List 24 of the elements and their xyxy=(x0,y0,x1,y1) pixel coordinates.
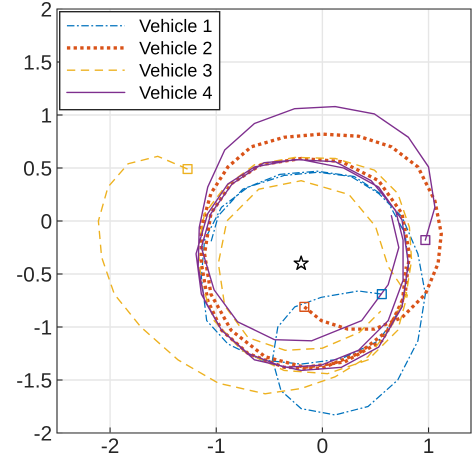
legend-label: Vehicle 1 xyxy=(139,18,212,32)
point xyxy=(299,302,310,312)
y-tick-label: -0.5 xyxy=(17,267,52,282)
legend-label: Vehicle 4 xyxy=(139,86,212,99)
point xyxy=(182,164,193,174)
y-tick-label: 1.5 xyxy=(24,55,52,70)
y-tick-label: -2 xyxy=(34,426,52,441)
point xyxy=(420,234,430,246)
x-tick-label: -1 xyxy=(208,438,224,453)
x-tick-label: 0 xyxy=(317,438,328,454)
x-tick-label: 1 xyxy=(424,438,434,453)
y-tick-label: -1 xyxy=(34,320,52,335)
legend-label: Vehicle 2 xyxy=(139,41,212,54)
y-tick-label: 2 xyxy=(42,2,52,17)
y-tick-label: 1 xyxy=(42,108,52,123)
point xyxy=(294,255,309,270)
line-series xyxy=(200,170,426,416)
legend-label: Vehicle 3 xyxy=(139,63,212,77)
point xyxy=(376,289,387,300)
y-tick-label: 0.5 xyxy=(24,161,52,176)
y-tick-label: -1.5 xyxy=(17,373,52,388)
x-tick-label: -2 xyxy=(102,438,118,453)
y-tick-label: 0 xyxy=(41,214,52,229)
line-series xyxy=(98,156,412,394)
